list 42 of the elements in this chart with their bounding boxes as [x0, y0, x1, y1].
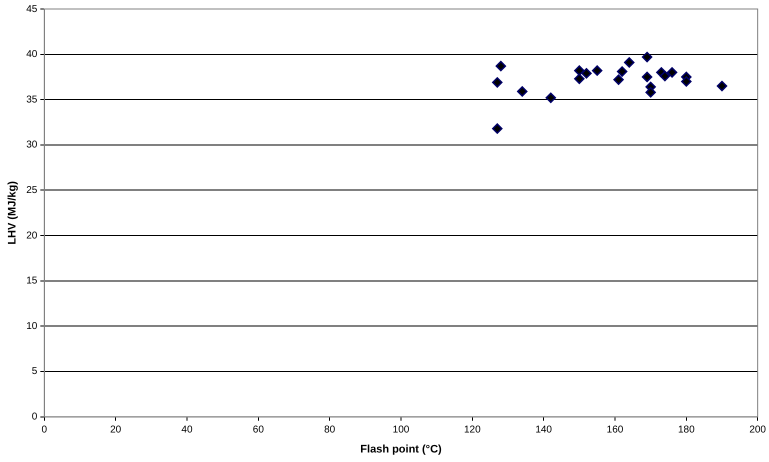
point	[517, 86, 528, 97]
x-tick-label: 160	[606, 424, 624, 436]
point	[624, 57, 635, 68]
x-tick-label: 80	[324, 424, 336, 436]
y-axis-title: LHV (MJ/kg)	[6, 180, 19, 245]
x-tick-label: 120	[464, 424, 482, 436]
y-tick-label: 30	[26, 140, 38, 151]
y-tick-label: 15	[26, 276, 38, 287]
point	[666, 67, 678, 78]
point	[574, 74, 585, 84]
x-tick-label: 40	[181, 424, 193, 436]
x-tick-label: 100	[392, 424, 410, 436]
x-tick-label: 200	[749, 424, 766, 436]
point	[574, 65, 585, 76]
point	[616, 66, 628, 77]
point	[496, 60, 506, 72]
y-tick-label: 45	[26, 4, 38, 15]
point	[645, 87, 656, 98]
point	[642, 52, 652, 62]
point	[613, 74, 624, 85]
point	[592, 65, 602, 76]
point	[642, 72, 652, 82]
x-axis-title: Flash point (°C)	[360, 443, 442, 456]
y-tick-label: 5	[32, 366, 38, 378]
point	[492, 123, 503, 134]
x-tick-label: 60	[252, 424, 264, 436]
y-tick-label: 40	[26, 49, 38, 60]
x-tick-label: 0	[42, 424, 48, 436]
y-tick-label: 10	[26, 320, 38, 332]
point	[581, 68, 592, 79]
y-tick-label: 0	[32, 412, 38, 423]
point	[492, 77, 503, 88]
x-tick-label: 140	[535, 424, 552, 436]
y-tick-label: 35	[26, 94, 38, 106]
y-tick-label: 20	[26, 230, 38, 242]
x-tick-label: 20	[110, 424, 122, 436]
point	[681, 76, 692, 87]
y-tick-label: 25	[26, 184, 38, 196]
x-tick-label: 180	[678, 424, 696, 436]
point	[660, 70, 670, 82]
point	[546, 92, 556, 104]
point	[716, 80, 728, 92]
